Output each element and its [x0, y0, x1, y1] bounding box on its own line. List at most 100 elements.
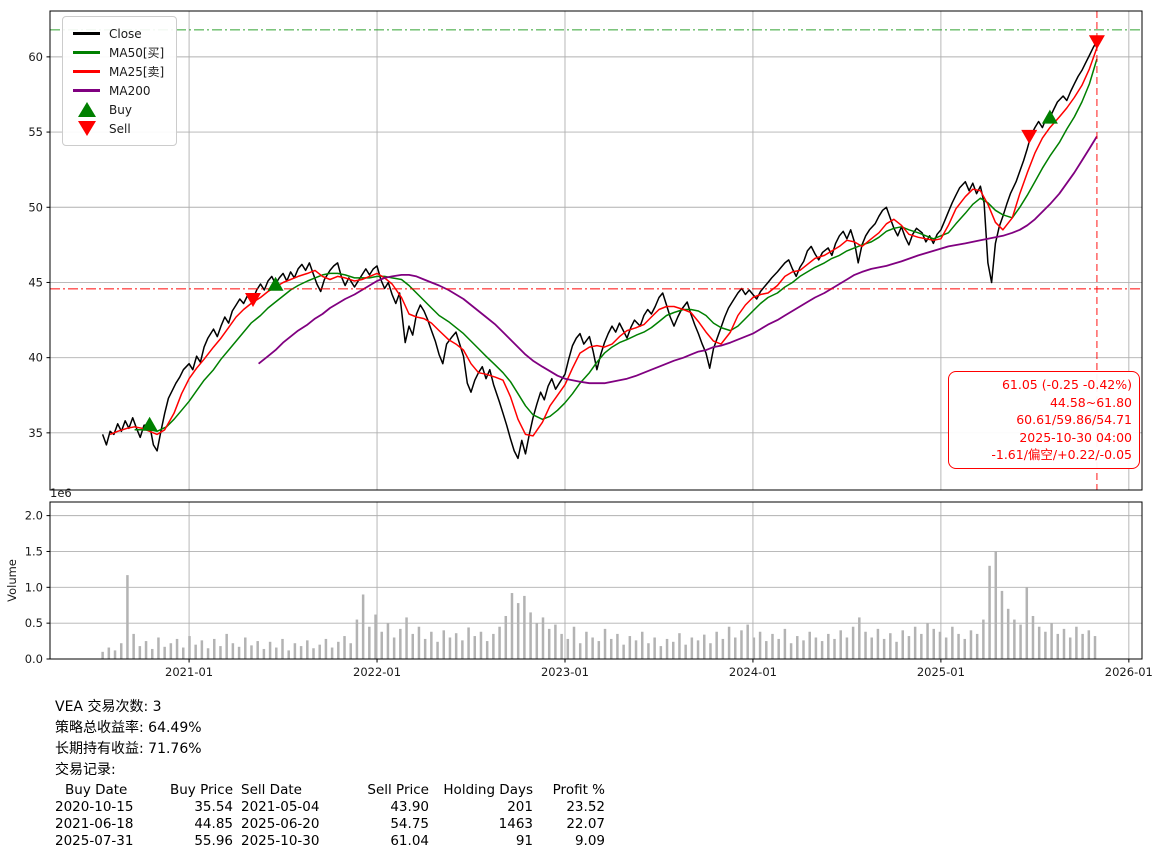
buy-marker: [141, 416, 158, 431]
trade-cell: 2020-10-15: [55, 799, 134, 815]
legend-item-sell: Sell: [73, 119, 164, 138]
volume-bar: [436, 641, 439, 659]
trade-cell: 2025-07-31: [55, 833, 134, 849]
volume-bar: [820, 641, 824, 659]
trade-row: 2020-10-15 35.54 2021-05-04 43.90 201 23.52: [55, 799, 605, 816]
legend-item-ma200: MA200: [73, 81, 164, 100]
volume-bar: [237, 646, 241, 659]
volume-bar: [132, 633, 135, 659]
legend-label: MA25[卖]: [109, 65, 165, 79]
volume-bar: [578, 643, 582, 659]
price-panel-frame: [49, 10, 1143, 491]
tick-label: 2.0: [25, 509, 43, 523]
volume-bar: [839, 630, 842, 659]
volume-bar: [882, 638, 886, 659]
volume-bar: [188, 636, 191, 659]
trade-table-header-cell: Profit %: [552, 782, 605, 798]
swatch-shape: [73, 32, 100, 35]
volume-bar: [516, 603, 520, 659]
trade-row: 2021-06-18 44.85 2025-06-20 54.75 1463 22.07: [55, 816, 605, 833]
volume-bar: [932, 628, 935, 659]
volume-bar: [597, 641, 601, 659]
volume-bar: [715, 631, 718, 659]
volume-bar: [349, 643, 352, 659]
swatch-shape: [73, 51, 100, 54]
volume-bar: [907, 636, 911, 659]
volume-bar: [982, 619, 985, 659]
ma200-line: [258, 135, 1098, 385]
volume-bar: [523, 595, 526, 659]
volume-bar: [454, 633, 458, 659]
trade-records-label: 交易记录:: [55, 762, 116, 778]
tick-label: 40: [28, 351, 43, 365]
annotation-datetime: 2025-10-30 04:00: [1019, 429, 1132, 445]
volume-bar: [467, 627, 470, 659]
tick-label: 2023-01: [541, 665, 589, 679]
volume-bar: [591, 637, 594, 659]
volume-bar: [529, 612, 532, 659]
volume-bar: [361, 594, 365, 659]
tick-label: 1.0: [25, 580, 43, 594]
ma50--line: [134, 58, 1098, 433]
tick-label: 0.0: [25, 652, 43, 666]
volume-bar: [703, 634, 706, 659]
volume-bar: [399, 628, 402, 659]
volume-bar: [411, 633, 414, 659]
volume-bar: [870, 637, 873, 659]
trade-cell: 23.52: [566, 799, 605, 815]
annotation-price-range: 44.58~61.80: [1049, 394, 1132, 410]
volume-bar: [901, 630, 904, 659]
volume-bar: [312, 648, 315, 659]
volume-bar: [281, 638, 284, 659]
swatch-shape: [73, 70, 100, 73]
tick-label: 50: [28, 200, 43, 214]
volume-bar: [634, 640, 638, 659]
volume-bar: [324, 638, 328, 659]
volume-bar: [864, 631, 867, 659]
legend-line-swatch: [73, 89, 100, 92]
volume-bar: [572, 626, 576, 659]
volume-bar: [777, 638, 780, 659]
annotation-last-price: 61.05 (-0.25 -0.42%): [1001, 377, 1132, 392]
volume-axis-label: Volume: [5, 559, 19, 602]
strategy-summary: VEA 交易次数: 3 策略总收益率: 64.49% 长期持有收益: 71.76…: [55, 697, 605, 850]
volume-bar: [628, 636, 632, 659]
volume-bar: [913, 626, 917, 659]
volume-bar: [169, 643, 173, 659]
volume-bar: [771, 633, 774, 659]
volume-bar: [1081, 633, 1084, 659]
legend-label: Close: [109, 26, 142, 41]
volume-bar: [746, 624, 749, 659]
tick-label: 1.5: [25, 544, 43, 558]
volume-bar: [374, 614, 377, 659]
volume-bar: [1062, 628, 1066, 659]
volume-bar: [609, 638, 613, 659]
volume-bar: [101, 651, 104, 659]
trade-cell: 1463: [498, 816, 533, 832]
volume-bar: [659, 646, 663, 659]
trade-cell: 22.07: [566, 816, 605, 832]
volume-bar: [442, 630, 446, 659]
volume-bar: [721, 638, 725, 659]
volume-bar: [690, 637, 694, 659]
legend-line-swatch: [73, 51, 100, 54]
volume-bar: [250, 645, 253, 659]
legend-line-swatch: [73, 32, 100, 35]
sell-triangle-icon: [73, 121, 100, 136]
volume-bar: [1025, 587, 1029, 659]
volume-bar: [163, 646, 166, 659]
volume-bar: [206, 648, 210, 659]
volume-bar: [827, 633, 830, 659]
volume-bar: [783, 628, 787, 659]
volume-bar: [640, 631, 644, 659]
volume-bar: [244, 637, 247, 659]
volume-bar: [1050, 623, 1053, 659]
volume-bar: [299, 646, 303, 659]
crosshair-annotation-box: 61.05 (-0.25 -0.42%) 44.58~61.80 60.61/5…: [948, 371, 1140, 469]
volume-bar: [789, 643, 793, 659]
tick-label: 2024-01: [729, 665, 777, 679]
volume-bar: [665, 638, 669, 659]
volume-bar: [603, 628, 607, 659]
volume-bar: [262, 648, 266, 659]
volume-bar: [318, 644, 321, 659]
